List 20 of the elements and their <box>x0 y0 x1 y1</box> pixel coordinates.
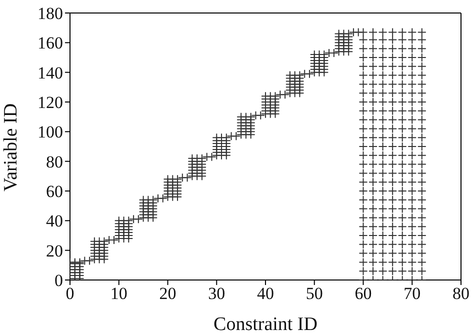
y-tick-label: 60 <box>46 182 63 202</box>
y-tick-label: 120 <box>38 93 63 112</box>
x-tick-label: 50 <box>306 284 323 304</box>
x-tick-label: 70 <box>404 284 421 304</box>
y-tick-label: 80 <box>46 152 63 172</box>
y-tick-label: 180 <box>38 4 63 24</box>
x-axis-title: Constraint ID <box>214 314 318 335</box>
x-tick-label: 80 <box>452 284 470 304</box>
y-tick-label: 100 <box>38 122 63 142</box>
x-tick-label: 30 <box>208 284 226 304</box>
x-tick-label: 10 <box>110 284 128 304</box>
x-tick-label: 20 <box>159 284 176 304</box>
y-tick-label: 20 <box>46 241 63 260</box>
y-tick-label: 40 <box>46 212 63 231</box>
x-tick-label: 60 <box>354 284 372 304</box>
x-tick-label: 40 <box>257 284 274 304</box>
y-tick-label: 160 <box>38 34 63 53</box>
y-axis-title: Variable ID <box>0 103 22 192</box>
y-tick-label: 140 <box>38 63 63 82</box>
y-tick-label: 0 <box>54 271 63 290</box>
